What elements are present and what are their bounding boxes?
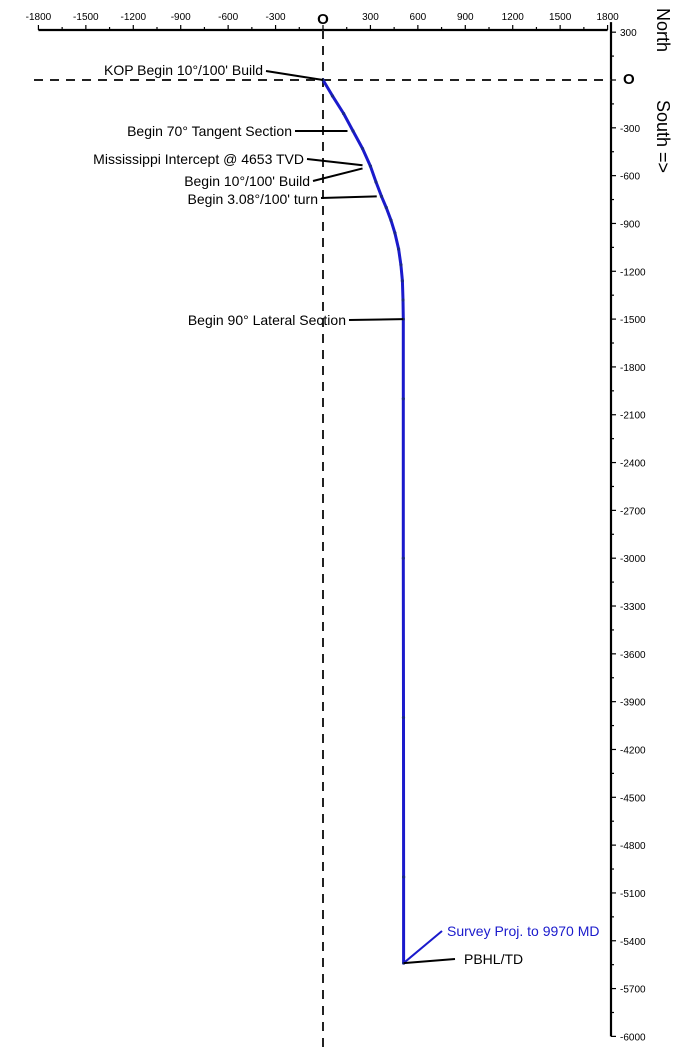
survey-point xyxy=(341,111,346,116)
y-tick-label: -4800 xyxy=(620,841,646,852)
survey-point xyxy=(360,146,365,151)
annotation-survey-projection-leader xyxy=(402,930,443,964)
annotation-kop-leader xyxy=(265,70,324,81)
y-tick-label: -1800 xyxy=(620,363,646,374)
survey-point xyxy=(368,164,373,168)
annotation-mississippi-leader xyxy=(306,158,363,167)
series-layer xyxy=(321,78,406,965)
x-tick-label: -300 xyxy=(266,12,286,23)
y-tick-label: -2100 xyxy=(620,411,646,422)
y-tick-label: -4200 xyxy=(620,745,646,756)
y-tick-label: -3000 xyxy=(620,554,646,565)
survey-point xyxy=(389,218,393,222)
survey-point xyxy=(401,556,405,560)
x-tick-label: 1800 xyxy=(596,12,619,23)
survey-point xyxy=(400,279,404,283)
survey-point xyxy=(399,263,403,267)
annotation-layer: KOP Begin 10°/100' Build Begin 70° Tangen… xyxy=(93,62,599,967)
y-tick-label: -3300 xyxy=(620,602,646,613)
survey-point xyxy=(384,205,388,210)
x-tick-label: 1500 xyxy=(549,12,572,23)
x-tick-label: 1200 xyxy=(502,12,525,23)
annotation-pbhl-leader xyxy=(403,958,456,965)
y-tick-label: 300 xyxy=(620,28,637,39)
y-tick-label: -5100 xyxy=(620,889,646,900)
survey-point xyxy=(379,194,384,198)
annotation-tangent-label: Begin 70° Tangent Section xyxy=(127,123,292,139)
x-tick-label: -1500 xyxy=(73,12,99,23)
north-label: North xyxy=(653,8,673,52)
x-tick-label-zero: O xyxy=(317,11,329,28)
x-tick-label: -1200 xyxy=(120,12,146,23)
reference-lines xyxy=(34,30,611,1047)
y-tick-label: -6000 xyxy=(620,1032,646,1043)
y-tick-label: -5700 xyxy=(620,985,646,996)
survey-point xyxy=(396,247,401,251)
y-tick-label: -900 xyxy=(620,219,640,230)
well-path-line xyxy=(321,79,406,964)
annotation-turn-leader xyxy=(320,195,377,199)
annotation-pbhl-label: PBHL/TD xyxy=(464,951,523,967)
y-tick-label: -3600 xyxy=(620,650,646,661)
y-tick-label: -300 xyxy=(620,124,640,135)
annotation-lateral-leader xyxy=(348,318,404,321)
y-tick-label-zero: O xyxy=(623,71,635,88)
survey-point xyxy=(401,716,406,720)
survey-point xyxy=(393,231,397,235)
x-tick-label: 900 xyxy=(457,12,474,23)
y-tick-label: -1500 xyxy=(620,315,646,326)
survey-point xyxy=(401,397,405,401)
annotation-build-leader xyxy=(312,167,363,182)
survey-point xyxy=(401,298,405,302)
annotation-build-label: Begin 10°/100' Build xyxy=(184,173,310,189)
y-tick-label: -4500 xyxy=(620,793,646,804)
y-tick-label: -2700 xyxy=(620,506,646,517)
y-tick-label: -3900 xyxy=(620,698,646,709)
survey-point xyxy=(402,875,406,879)
y-tick-label: -1200 xyxy=(620,267,646,278)
y-tick-label: -2400 xyxy=(620,459,646,470)
south-label: South => xyxy=(653,100,673,173)
x-tick-label: 300 xyxy=(362,12,379,23)
y-tick-label: -600 xyxy=(620,172,640,183)
annotation-lateral-label: Begin 90° Lateral Section xyxy=(188,312,346,328)
y-tick-label: -5400 xyxy=(620,937,646,948)
annotation-survey-projection-label: Survey Proj. to 9970 MD xyxy=(447,923,600,939)
x-tick-label: 600 xyxy=(410,12,427,23)
survey-point xyxy=(351,129,355,133)
x-tick-label: -900 xyxy=(171,12,191,23)
survey-point xyxy=(330,94,335,98)
x-tick-label: -600 xyxy=(218,12,238,23)
x-tick-label: -1800 xyxy=(26,12,52,23)
axes-layer: -1800 -1500 -1200 -900 -600 -300 O 300 600 900 120… xyxy=(26,11,646,1043)
survey-point xyxy=(374,180,378,184)
annotation-turn-label: Begin 3.08°/100' turn xyxy=(188,191,318,207)
annotation-mississippi-label: Mississippi Intercept @ 4653 TVD xyxy=(93,151,304,167)
annotation-kop-label: KOP Begin 10°/100' Build xyxy=(104,62,263,78)
